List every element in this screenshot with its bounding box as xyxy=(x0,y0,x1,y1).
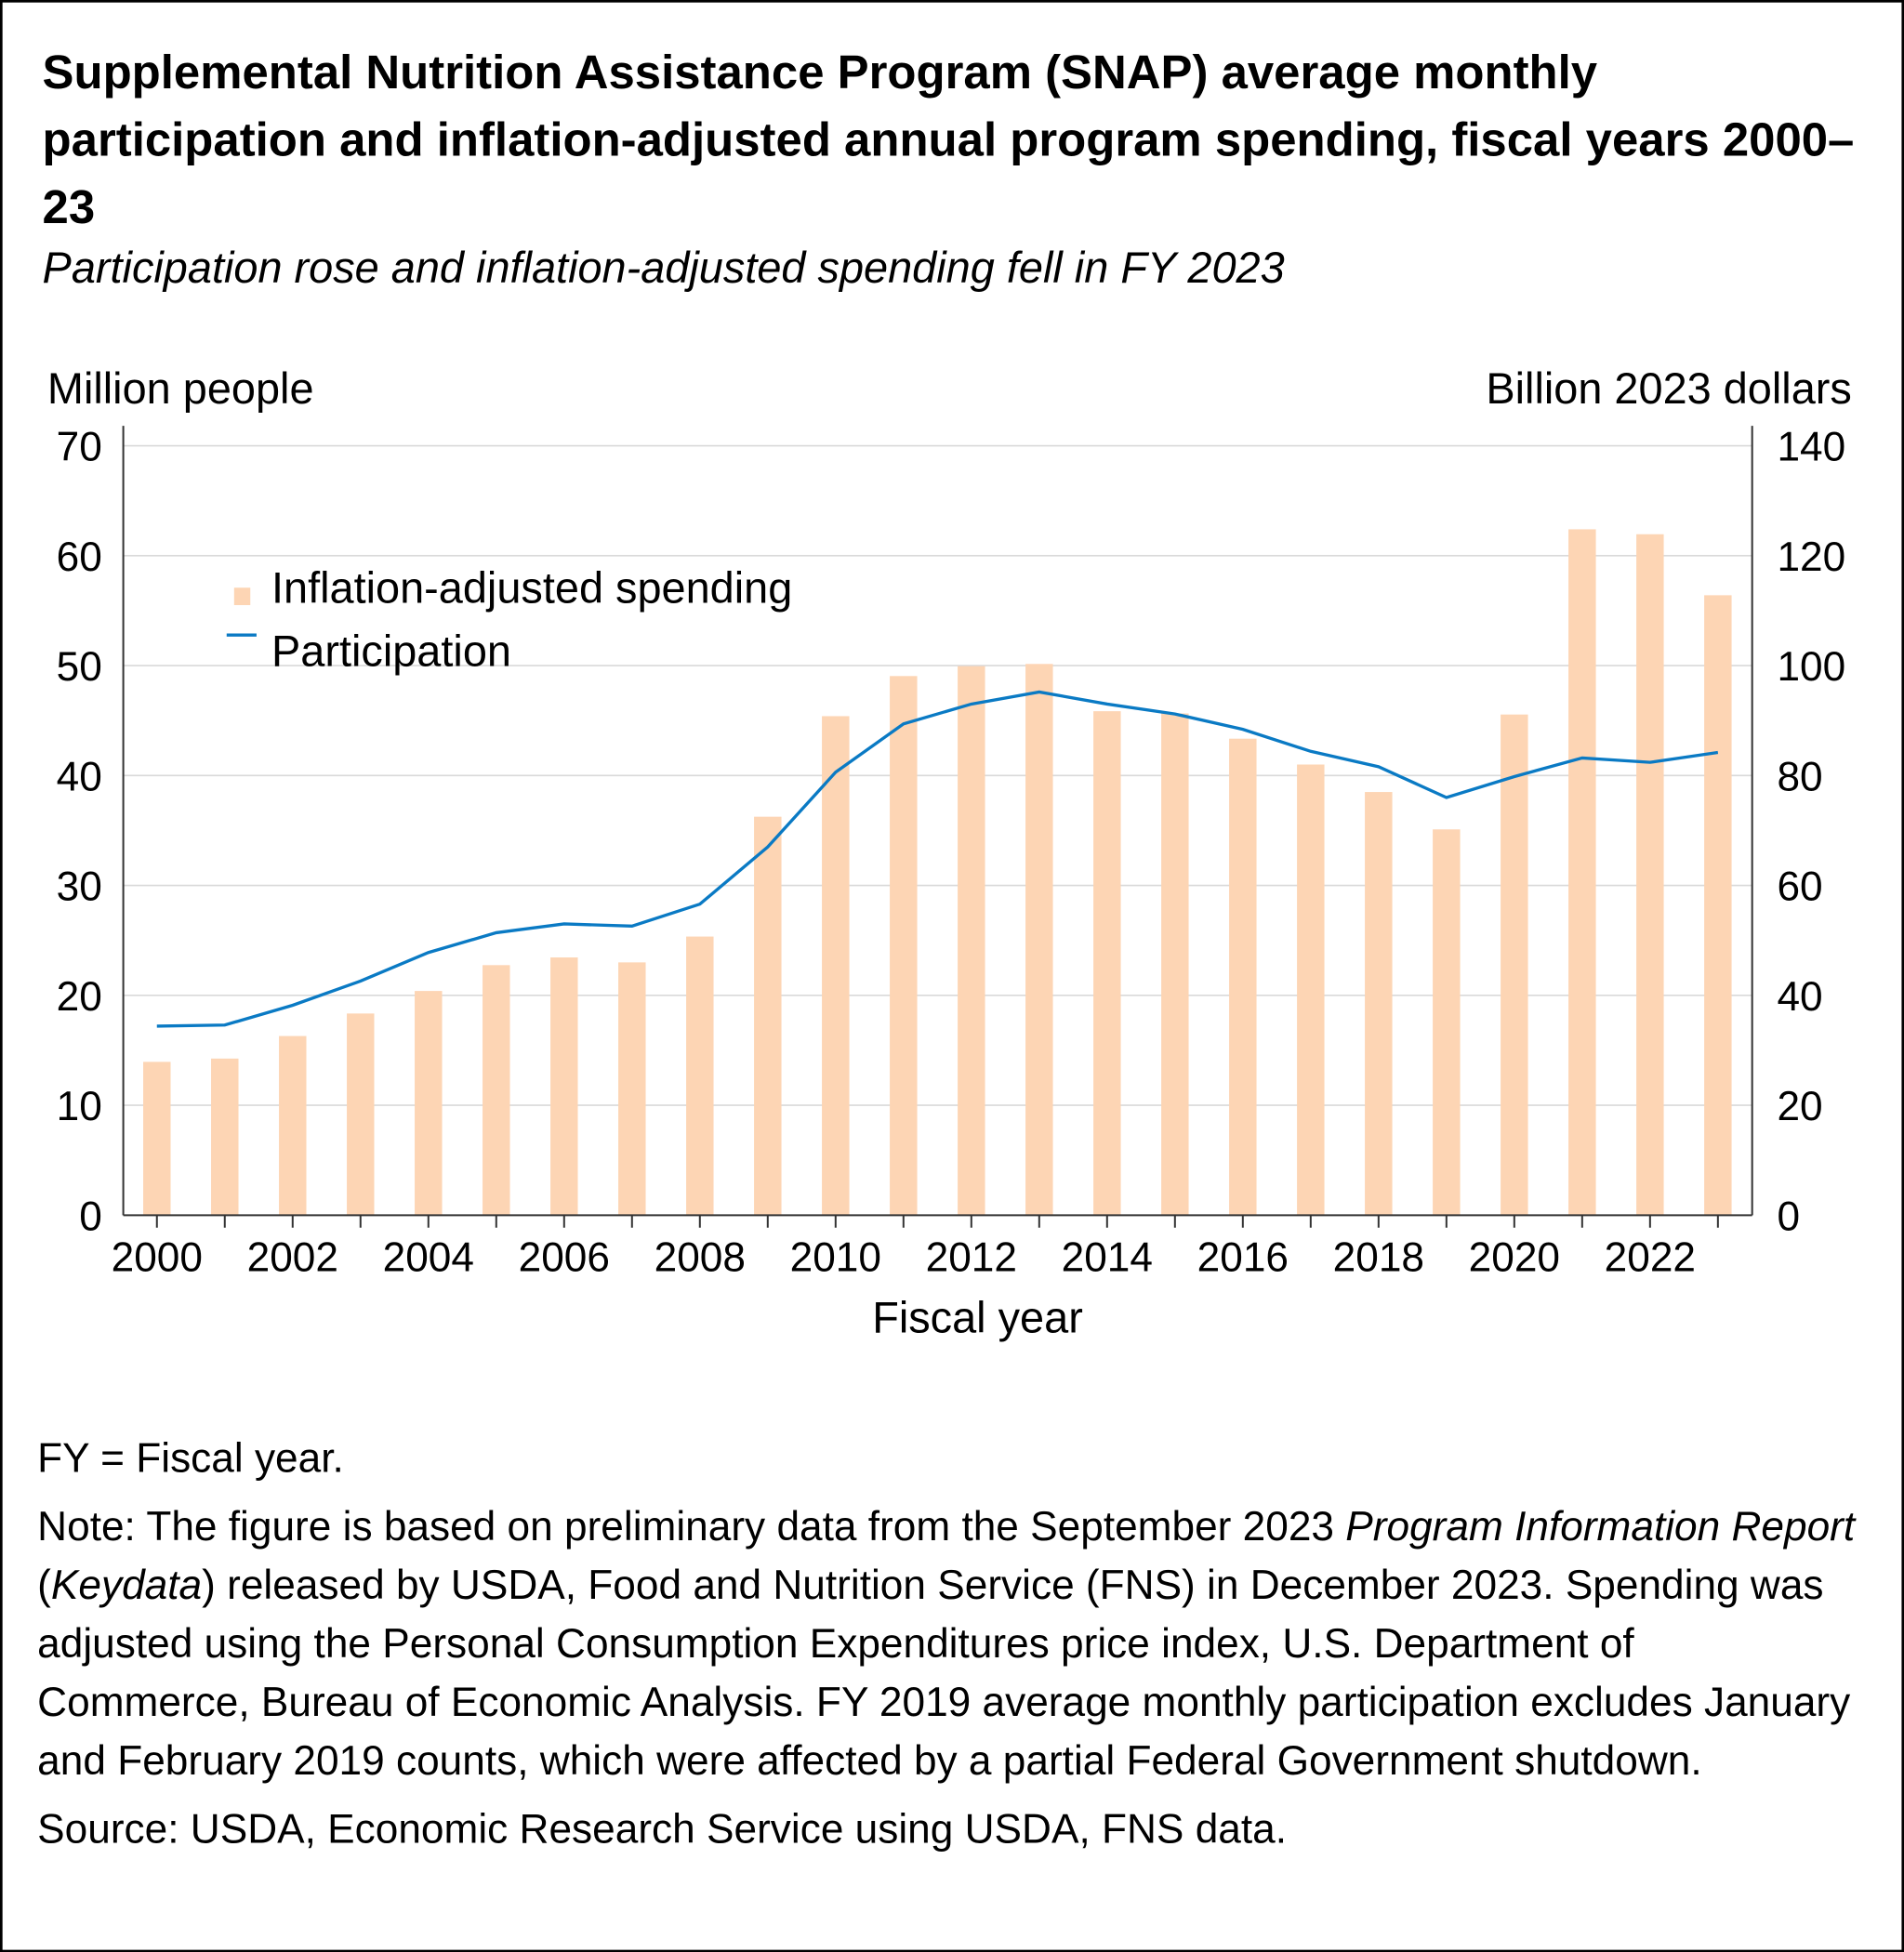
y-right-tick-label: 120 xyxy=(1777,534,1845,580)
y-right-tick-label: 140 xyxy=(1777,425,1845,470)
x-tick-label: 2000 xyxy=(112,1235,203,1281)
x-tick-label: 2008 xyxy=(654,1235,746,1281)
y-left-tick-label: 0 xyxy=(79,1194,102,1239)
bar-2017 xyxy=(1297,764,1325,1216)
x-tick-label: 2002 xyxy=(247,1235,338,1281)
chart-svg: 0 10 20 30 40 50 60 70 0 20 40 60 80 100 120 140 Million… xyxy=(47,364,1852,1341)
bar-2016 xyxy=(1229,738,1257,1216)
x-axis-title: Fiscal year xyxy=(872,1293,1083,1341)
bar-2005 xyxy=(483,965,510,1216)
note-keydata: Keydata xyxy=(50,1561,203,1608)
y-left-axis-title: Million people xyxy=(47,364,314,413)
x-tick-label: 2010 xyxy=(790,1235,881,1281)
bar-2003 xyxy=(347,1013,375,1216)
legend-label-participation: Participation xyxy=(271,627,511,676)
bar-2008 xyxy=(686,936,714,1216)
bar-2013 xyxy=(1025,664,1053,1216)
bar-2010 xyxy=(822,716,850,1216)
bar-2004 xyxy=(415,991,443,1216)
bar-2019 xyxy=(1433,829,1461,1216)
chart-title: Supplemental Nutrition Assistance Progra… xyxy=(42,46,1855,234)
note-report-title: Program Information Report xyxy=(1345,1502,1856,1550)
bar-2007 xyxy=(618,962,646,1216)
bar-2002 xyxy=(279,1035,307,1216)
x-tick-label: 2004 xyxy=(383,1235,474,1281)
y-left-tick-label: 30 xyxy=(57,864,102,910)
y-right-axis-title: Billion 2023 dollars xyxy=(1486,364,1851,413)
y-right-tick-label: 80 xyxy=(1777,754,1822,799)
y-left-tick-label: 70 xyxy=(57,425,102,470)
x-tick-label: 2020 xyxy=(1469,1235,1560,1281)
note-text: Note: The figure is based on preliminary… xyxy=(37,1497,1856,1789)
bar-2015 xyxy=(1161,713,1189,1216)
bar-2001 xyxy=(211,1058,239,1216)
bar-2023 xyxy=(1704,595,1732,1216)
note-part: ) released by USDA, Food and Nutrition S… xyxy=(37,1561,1851,1784)
chart-subtitle: Participation rose and inflation-adjuste… xyxy=(42,244,1285,293)
bar-2020 xyxy=(1501,714,1528,1216)
y-right-tick-label: 100 xyxy=(1777,644,1845,690)
x-tick-label: 2014 xyxy=(1062,1235,1153,1281)
participation-line xyxy=(156,690,1719,1028)
bar-2012 xyxy=(958,666,985,1216)
notes: FY = Fiscal year. Note: The figure is ba… xyxy=(37,1428,1856,1867)
note-part: Note: The figure is based on preliminary… xyxy=(37,1502,1346,1550)
source-note: Source: USDA, Economic Research Service … xyxy=(37,1805,1288,1852)
bar-2022 xyxy=(1636,534,1664,1216)
legend-bar-swatch xyxy=(233,587,251,605)
x-tick-label: 2012 xyxy=(926,1235,1017,1281)
x-tick-label: 2006 xyxy=(519,1235,610,1281)
x-tick-label: 2016 xyxy=(1197,1235,1289,1281)
y-left-tick-label: 10 xyxy=(57,1084,102,1129)
y-left-tick-label: 20 xyxy=(57,974,102,1020)
y-right-tick-label: 40 xyxy=(1777,974,1822,1020)
note-part: ( xyxy=(37,1561,51,1608)
bar-2006 xyxy=(550,957,578,1216)
x-tick-label: 2018 xyxy=(1333,1235,1424,1281)
y-right-tick-label: 0 xyxy=(1777,1194,1800,1239)
bar-2021 xyxy=(1568,529,1596,1216)
legend-label-spending: Inflation-adjusted spending xyxy=(271,563,792,612)
y-left-tick-label: 60 xyxy=(57,534,102,580)
fy-note: FY = Fiscal year. xyxy=(37,1434,344,1481)
bar-2000 xyxy=(143,1062,171,1216)
y-right-tick-label: 20 xyxy=(1777,1084,1822,1129)
bar-2009 xyxy=(754,816,782,1216)
bar-2014 xyxy=(1093,711,1121,1216)
y-left-tick-label: 50 xyxy=(57,644,102,690)
bar-2011 xyxy=(890,676,918,1216)
y-left-tick-label: 40 xyxy=(57,754,102,799)
bar-2018 xyxy=(1365,792,1393,1216)
x-tick-label: 2022 xyxy=(1605,1235,1696,1281)
y-right-tick-label: 60 xyxy=(1777,864,1822,910)
